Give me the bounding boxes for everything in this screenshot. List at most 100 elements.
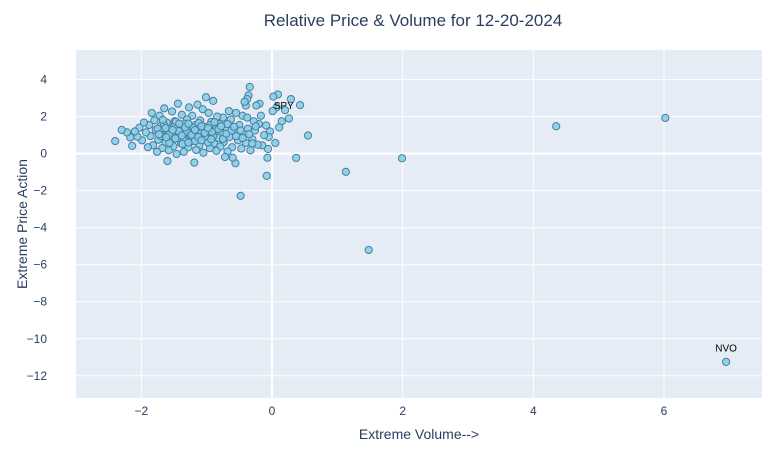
y-tick-label: −12 <box>27 369 48 383</box>
scatter-point <box>130 127 139 136</box>
scatter-point <box>141 128 151 137</box>
scatter-point <box>177 131 186 140</box>
scatter-point <box>190 158 199 167</box>
scatter-point <box>286 94 296 104</box>
scatter-point <box>192 145 201 155</box>
scatter-point <box>147 108 156 118</box>
scatter-point <box>190 125 200 135</box>
scatter-point <box>139 118 149 127</box>
scatter-point <box>179 147 188 156</box>
scatter-point <box>260 131 269 140</box>
scatter-point <box>154 130 164 139</box>
scatter-point <box>204 108 213 118</box>
scatter-point <box>341 167 350 176</box>
x-tick-label: 2 <box>399 404 406 418</box>
scatter-point <box>240 97 249 106</box>
scatter-point <box>292 153 301 163</box>
scatter-point <box>230 122 239 131</box>
scatter-point <box>173 99 183 108</box>
y-tick-label: 2 <box>40 110 47 124</box>
scatter-point <box>236 126 245 135</box>
scatter-point <box>168 125 177 135</box>
scatter-point <box>236 191 245 200</box>
scatter-point <box>263 153 272 162</box>
scatter-point <box>295 101 305 110</box>
scatter-point <box>184 103 194 112</box>
scatter-point <box>193 100 202 109</box>
y-tick-label: 4 <box>40 73 47 87</box>
scatter-point <box>201 93 211 102</box>
scatter-point <box>268 106 277 116</box>
scatter-point <box>243 113 252 122</box>
scatter-point <box>246 146 255 155</box>
scatter-point <box>216 122 226 131</box>
scatter-point <box>661 113 670 123</box>
scatter-point <box>207 135 216 144</box>
scatter-point <box>245 82 254 92</box>
scatter-point <box>224 106 233 116</box>
tick-labels: −2 0 2 4 6 4 2 0 −2 −4 −6 −8 −10 −12 <box>27 73 668 418</box>
scatter-point <box>262 121 271 130</box>
scatter-point <box>199 148 208 157</box>
scatter-point <box>251 122 260 131</box>
scatter-point <box>262 171 271 180</box>
scatter-point <box>210 118 219 127</box>
y-tick-label: −8 <box>33 295 47 309</box>
x-tick-label: 0 <box>269 404 276 418</box>
scatter-point <box>303 131 313 140</box>
scatter-point <box>167 107 177 116</box>
y-axis-label: Extreme Price Action <box>14 159 30 289</box>
scatter-point <box>237 144 246 153</box>
scatter-point <box>263 144 273 154</box>
scatter-point <box>184 119 193 128</box>
scatter-point <box>111 136 120 146</box>
scatter-point <box>256 111 265 120</box>
scatter-point <box>397 154 407 163</box>
scatter-point <box>198 105 207 114</box>
y-tick-label: −10 <box>27 332 48 346</box>
scatter-point <box>152 147 162 156</box>
scatter-point <box>175 119 184 128</box>
y-tick-label: −4 <box>33 221 47 235</box>
y-tick-label: 0 <box>40 147 47 161</box>
scatter-point <box>364 245 373 255</box>
scatter-point <box>552 122 561 131</box>
scatter-point <box>163 156 172 166</box>
scatter-point <box>231 108 241 118</box>
scatter-point <box>721 357 731 367</box>
scatter-point <box>158 115 167 125</box>
scatter-point <box>177 110 186 119</box>
scatter-point <box>275 123 284 132</box>
scatter-point <box>172 149 181 159</box>
scatter-point <box>128 141 137 150</box>
scatter-point <box>245 130 254 139</box>
scatter-point <box>252 101 261 110</box>
scatter-point <box>209 96 218 106</box>
scatter-point <box>280 106 290 115</box>
scatter-point <box>203 124 213 133</box>
scatter-point <box>269 92 278 101</box>
chart-title: Relative Price & Volume for 12-20-2024 <box>264 11 563 30</box>
scatter-point <box>143 143 152 152</box>
x-tick-label: 6 <box>661 404 668 418</box>
y-tick-label: −2 <box>33 184 47 198</box>
scatter-point <box>184 138 193 147</box>
scatter-point <box>162 133 171 142</box>
scatter-point <box>248 139 257 148</box>
grid-lines <box>76 50 762 398</box>
point-annotation: NVO <box>715 344 737 355</box>
scatter-point <box>228 153 237 162</box>
point-annotation: SPY <box>274 101 294 112</box>
scatter-point <box>161 124 170 133</box>
annotations: SPY NVO <box>274 101 737 354</box>
scatter-point <box>271 138 280 148</box>
scatter-point <box>220 152 230 162</box>
data-points <box>111 82 731 367</box>
x-axis-label: Extreme Volume--> <box>359 426 479 442</box>
scatter-point <box>238 133 247 143</box>
y-tick-label: −6 <box>33 258 47 272</box>
scatter-point <box>284 114 294 123</box>
x-tick-label: −2 <box>134 404 148 418</box>
